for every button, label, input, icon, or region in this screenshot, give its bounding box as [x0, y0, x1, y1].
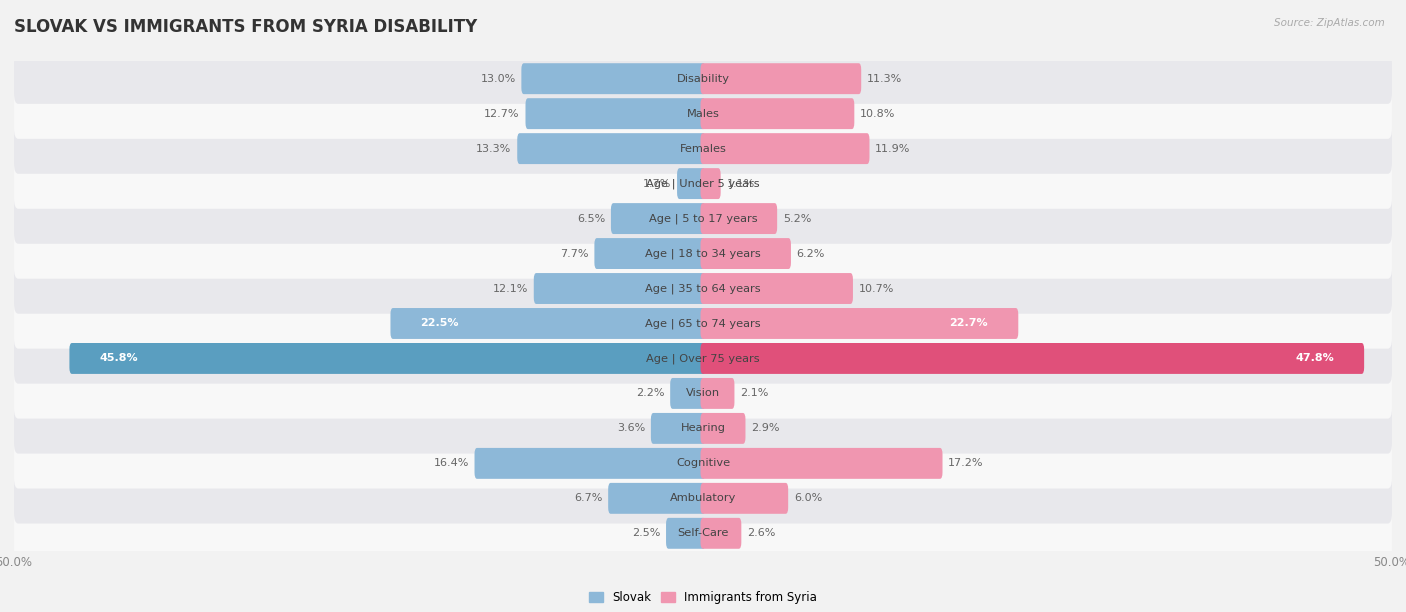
FancyBboxPatch shape [700, 203, 778, 234]
FancyBboxPatch shape [14, 263, 1392, 314]
Text: 7.7%: 7.7% [560, 248, 589, 258]
FancyBboxPatch shape [14, 228, 1392, 278]
FancyBboxPatch shape [14, 368, 1392, 419]
FancyBboxPatch shape [14, 334, 1392, 384]
Text: 10.7%: 10.7% [859, 283, 894, 294]
FancyBboxPatch shape [474, 448, 706, 479]
Text: 13.3%: 13.3% [477, 144, 512, 154]
FancyBboxPatch shape [700, 308, 1018, 339]
Text: 22.7%: 22.7% [949, 318, 988, 329]
Text: 11.9%: 11.9% [875, 144, 911, 154]
FancyBboxPatch shape [534, 273, 706, 304]
Text: Females: Females [679, 144, 727, 154]
FancyBboxPatch shape [14, 473, 1392, 523]
Text: Cognitive: Cognitive [676, 458, 730, 468]
Text: 2.6%: 2.6% [747, 528, 776, 539]
Text: Age | 65 to 74 years: Age | 65 to 74 years [645, 318, 761, 329]
Text: 10.8%: 10.8% [860, 109, 896, 119]
Text: SLOVAK VS IMMIGRANTS FROM SYRIA DISABILITY: SLOVAK VS IMMIGRANTS FROM SYRIA DISABILI… [14, 18, 477, 36]
FancyBboxPatch shape [517, 133, 706, 164]
FancyBboxPatch shape [700, 483, 789, 514]
FancyBboxPatch shape [651, 413, 706, 444]
Text: Males: Males [686, 109, 720, 119]
FancyBboxPatch shape [526, 98, 706, 129]
FancyBboxPatch shape [69, 343, 706, 374]
Text: Age | 18 to 34 years: Age | 18 to 34 years [645, 248, 761, 259]
FancyBboxPatch shape [700, 378, 734, 409]
Text: 1.1%: 1.1% [727, 179, 755, 188]
Text: 6.5%: 6.5% [576, 214, 605, 223]
Text: Source: ZipAtlas.com: Source: ZipAtlas.com [1274, 18, 1385, 28]
Legend: Slovak, Immigrants from Syria: Slovak, Immigrants from Syria [583, 586, 823, 608]
FancyBboxPatch shape [14, 403, 1392, 453]
Text: 2.1%: 2.1% [740, 389, 769, 398]
FancyBboxPatch shape [700, 133, 869, 164]
Text: 45.8%: 45.8% [100, 354, 138, 364]
FancyBboxPatch shape [595, 238, 706, 269]
Text: 11.3%: 11.3% [868, 73, 903, 84]
Text: 47.8%: 47.8% [1295, 354, 1334, 364]
FancyBboxPatch shape [14, 124, 1392, 174]
Text: 6.0%: 6.0% [794, 493, 823, 503]
FancyBboxPatch shape [14, 159, 1392, 209]
Text: 3.6%: 3.6% [617, 424, 645, 433]
Text: 12.7%: 12.7% [484, 109, 520, 119]
FancyBboxPatch shape [391, 308, 706, 339]
Text: 16.4%: 16.4% [433, 458, 468, 468]
Text: 13.0%: 13.0% [481, 73, 516, 84]
Text: 2.5%: 2.5% [631, 528, 661, 539]
Text: Ambulatory: Ambulatory [669, 493, 737, 503]
Text: Hearing: Hearing [681, 424, 725, 433]
FancyBboxPatch shape [666, 518, 706, 549]
FancyBboxPatch shape [700, 168, 721, 199]
Text: Age | Under 5 years: Age | Under 5 years [647, 178, 759, 189]
FancyBboxPatch shape [700, 98, 855, 129]
FancyBboxPatch shape [14, 508, 1392, 559]
Text: 2.9%: 2.9% [751, 424, 780, 433]
FancyBboxPatch shape [678, 168, 706, 199]
FancyBboxPatch shape [671, 378, 706, 409]
FancyBboxPatch shape [14, 193, 1392, 244]
FancyBboxPatch shape [609, 483, 706, 514]
Text: 12.1%: 12.1% [492, 283, 529, 294]
FancyBboxPatch shape [700, 413, 745, 444]
Text: Vision: Vision [686, 389, 720, 398]
Text: Age | 35 to 64 years: Age | 35 to 64 years [645, 283, 761, 294]
FancyBboxPatch shape [700, 63, 862, 94]
FancyBboxPatch shape [700, 238, 792, 269]
Text: 2.2%: 2.2% [636, 389, 665, 398]
Text: Disability: Disability [676, 73, 730, 84]
FancyBboxPatch shape [700, 343, 1364, 374]
FancyBboxPatch shape [612, 203, 706, 234]
FancyBboxPatch shape [14, 89, 1392, 139]
Text: Age | 5 to 17 years: Age | 5 to 17 years [648, 214, 758, 224]
Text: 6.2%: 6.2% [797, 248, 825, 258]
FancyBboxPatch shape [14, 438, 1392, 488]
Text: 1.7%: 1.7% [643, 179, 671, 188]
Text: 22.5%: 22.5% [420, 318, 458, 329]
FancyBboxPatch shape [522, 63, 706, 94]
Text: 6.7%: 6.7% [574, 493, 602, 503]
FancyBboxPatch shape [700, 273, 853, 304]
FancyBboxPatch shape [700, 518, 741, 549]
Text: Age | Over 75 years: Age | Over 75 years [647, 353, 759, 364]
FancyBboxPatch shape [700, 448, 942, 479]
Text: 17.2%: 17.2% [948, 458, 984, 468]
FancyBboxPatch shape [14, 53, 1392, 104]
Text: Self-Care: Self-Care [678, 528, 728, 539]
Text: 5.2%: 5.2% [783, 214, 811, 223]
FancyBboxPatch shape [14, 298, 1392, 349]
